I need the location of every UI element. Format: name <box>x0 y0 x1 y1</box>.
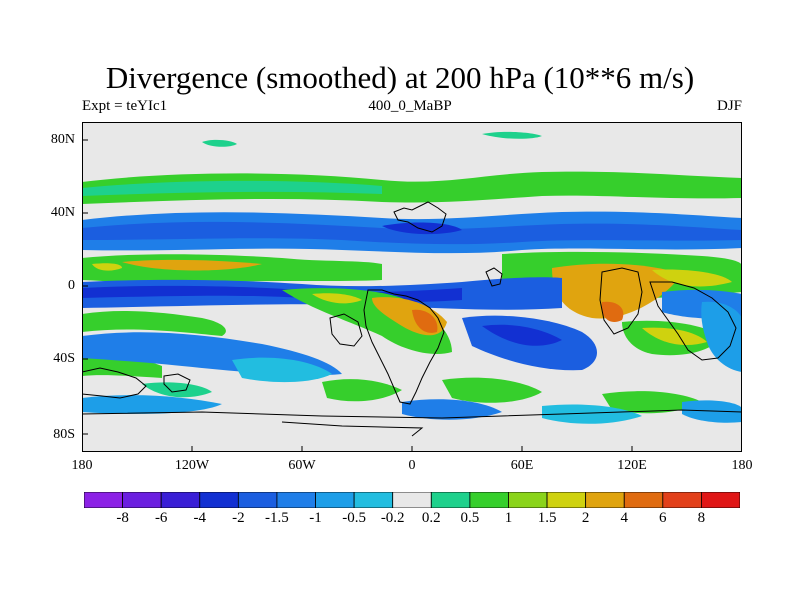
colorbar-label: 1 <box>504 510 513 526</box>
colorbar-swatch <box>353 492 394 508</box>
colorbar-swatch <box>392 492 432 508</box>
colorbar-label: -1.5 <box>265 510 289 526</box>
x-tick-label-120w: 120W <box>174 458 210 473</box>
colorbar-label: -0.5 <box>342 510 366 526</box>
colorbar-swatch <box>199 492 239 508</box>
colorbar-swatch <box>469 492 509 508</box>
colorbar-label: 4 <box>620 510 628 526</box>
colorbar-label: 6 <box>659 510 667 526</box>
divergence-map <box>82 122 742 452</box>
colorbar-swatch <box>315 492 355 508</box>
colorbar-label: 0.5 <box>460 510 480 526</box>
colorbar-label: 2 <box>581 510 590 526</box>
colorbar <box>84 492 740 508</box>
map-title: Divergence (smoothed) at 200 hPa (10**6 … <box>105 60 695 95</box>
colorbar-label: -0.2 <box>380 510 405 526</box>
colorbar-swatch <box>84 492 123 508</box>
colorbar-label: 0.2 <box>421 510 441 526</box>
colorbar-swatch <box>237 492 278 508</box>
period-label: 400_0_MaBP <box>368 98 452 114</box>
x-tick-label-180w: 180 <box>71 458 93 473</box>
x-tick-label-0: 0 <box>408 458 416 473</box>
colorbar-swatch <box>623 492 664 508</box>
colorbar-swatch <box>430 492 471 508</box>
x-tick-label-180e: 180 <box>731 458 753 473</box>
season-label: DJF <box>716 98 742 114</box>
colorbar-swatch <box>508 492 548 508</box>
experiment-label: Expt = teYIc1 <box>82 98 168 114</box>
colorbar-label: 8 <box>697 510 706 526</box>
colorbar-swatch <box>701 492 740 508</box>
y-tick-label-eq: 0 <box>68 278 75 293</box>
x-tick-label-60e: 60E <box>510 458 534 473</box>
axis-ticks <box>82 139 633 452</box>
divergence-contours <box>82 131 742 424</box>
colorbar-swatch <box>276 492 316 508</box>
y-tick-label-80n: 80N <box>50 132 75 147</box>
colorbar-label: -4 <box>193 510 207 526</box>
y-tick-label-40s: 40S <box>53 351 75 366</box>
colorbar-label: -8 <box>116 510 129 526</box>
colorbar-swatch <box>122 492 162 508</box>
colorbar-label: -2 <box>232 510 245 526</box>
colorbar-swatch <box>585 492 625 508</box>
y-tick-label-40n: 40N <box>50 205 75 220</box>
x-tick-label-60w: 60W <box>288 458 316 473</box>
colorbar-label: -1 <box>309 510 322 526</box>
land-boundaries <box>82 201 742 437</box>
x-tick-label-120e: 120E <box>617 458 647 473</box>
colorbar-label: 1.5 <box>537 510 557 526</box>
y-tick-label-80s: 80S <box>53 427 75 442</box>
colorbar-label: -6 <box>154 510 168 526</box>
colorbar-swatch <box>546 492 587 508</box>
colorbar-swatch <box>160 492 201 508</box>
colorbar-swatch <box>662 492 702 508</box>
